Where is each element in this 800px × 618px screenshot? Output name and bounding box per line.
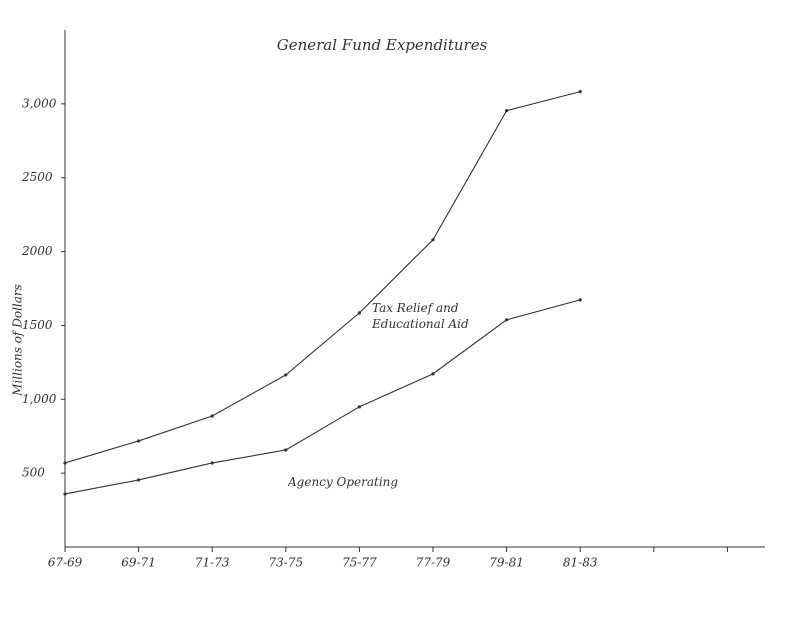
data-point (63, 492, 67, 496)
y-tick-label: 3,000 (22, 96, 57, 110)
data-point (137, 439, 141, 443)
x-tick-label: 71-73 (195, 556, 230, 570)
x-tick-label: 73-75 (269, 556, 304, 570)
data-point (505, 109, 509, 113)
series-line (64, 299, 581, 495)
x-tick-label: 75-77 (342, 556, 377, 570)
data-point (137, 478, 141, 482)
x-tick-label: 69-71 (121, 556, 156, 570)
x-tick-label: 67-69 (48, 556, 83, 570)
y-tick-label: 2000 (21, 244, 53, 258)
data-point (431, 238, 435, 242)
series-label: Tax Relief and Educational Aid (372, 301, 469, 331)
series-label-text: Tax Relief and Educational Aid (372, 301, 469, 331)
y-tick-label: 2500 (21, 170, 53, 184)
y-tick-label: 1500 (22, 318, 53, 332)
chart-title: General Fund Expenditures (277, 36, 488, 54)
x-tick-label: 77-79 (416, 556, 451, 570)
data-point (210, 414, 214, 418)
data-point (578, 298, 582, 302)
series-label: Agency Operating (288, 475, 399, 489)
data-point (578, 89, 582, 94)
data-point (63, 461, 67, 465)
data-point (505, 318, 509, 322)
data-point (431, 372, 435, 376)
x-tick-label: 79-81 (489, 556, 524, 570)
data-point (284, 448, 288, 452)
series-line (64, 91, 581, 464)
data-point (357, 311, 361, 315)
series-label-text: Agency Operating (288, 475, 399, 489)
y-axis-label: Millions of Dollars (11, 284, 25, 397)
data-point (284, 373, 288, 377)
y-tick-label: 1,000 (22, 392, 57, 406)
data-point (210, 461, 214, 465)
x-tick-label: 81-83 (563, 556, 598, 570)
y-tick-label: 500 (22, 466, 45, 480)
data-point (357, 405, 361, 409)
